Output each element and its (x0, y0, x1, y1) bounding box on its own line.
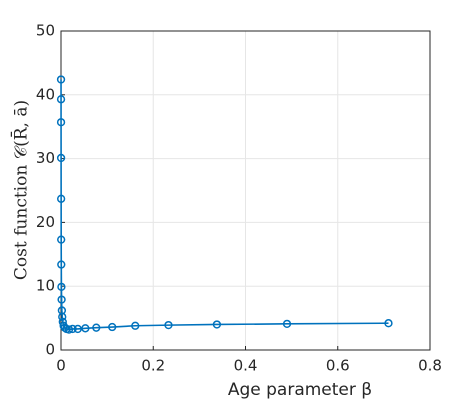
y-tick-label: 50 (36, 22, 55, 40)
line (60, 79, 389, 331)
marker (384, 319, 393, 328)
marker (81, 324, 90, 333)
marker (64, 325, 74, 334)
y-tick-label: 40 (36, 85, 55, 103)
x-tick-label: 0.4 (234, 357, 258, 375)
marker (57, 295, 66, 304)
marker (212, 320, 222, 329)
x-tick-label: 0.6 (326, 357, 350, 375)
marker (57, 260, 66, 269)
marker (73, 324, 82, 334)
x-tick-label: 0.2 (141, 357, 165, 375)
marker (92, 323, 101, 332)
marker (164, 320, 173, 330)
y-tick-label: 30 (36, 149, 55, 167)
marker (58, 312, 67, 321)
marker (57, 235, 66, 244)
marker (282, 319, 292, 328)
y-tick-label: 0 (45, 341, 55, 359)
x-tick-label: 0 (56, 357, 66, 375)
marker (56, 75, 66, 84)
y-axis-label: Cost function 𝒞(R̄, ā) (9, 100, 31, 280)
marker (56, 194, 66, 203)
marker (56, 95, 66, 104)
x-axis-label: Age parameter β (228, 380, 372, 400)
marker (108, 322, 117, 332)
marker (56, 153, 66, 163)
marker (131, 321, 140, 330)
marker (56, 118, 66, 127)
y-tick-label: 20 (36, 213, 55, 231)
marker (60, 323, 69, 332)
grid (60, 30, 431, 351)
marker (57, 282, 66, 291)
marker (68, 324, 77, 334)
y-tick-label: 10 (36, 277, 55, 295)
x-tick-label: 0.8 (418, 357, 442, 375)
